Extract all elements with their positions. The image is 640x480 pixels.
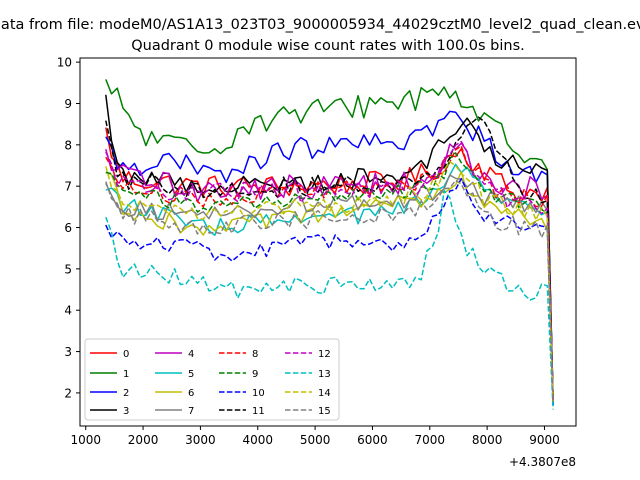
figure-suptitle: Data from file: modeM0/AS1A13_023T03_900… [0, 17, 640, 33]
series-line-2 [105, 110, 554, 402]
legend-frame [84, 338, 340, 421]
legend-label-15: 15 [318, 406, 331, 417]
y-tick-label: 7 [64, 180, 72, 194]
legend-label-0: 0 [123, 349, 129, 360]
legend-label-2: 2 [123, 388, 129, 399]
series-line-15 [105, 179, 554, 402]
legend-label-9: 9 [252, 369, 258, 380]
legend-label-1: 1 [123, 369, 129, 380]
x-tick-label: 9000 [529, 433, 560, 447]
series-layer [105, 79, 554, 410]
legend-label-11: 11 [252, 406, 265, 417]
y-tick-label: 10 [57, 56, 72, 70]
legend-label-13: 13 [318, 369, 331, 380]
legend-label-7: 7 [188, 406, 194, 417]
series-line-10 [105, 177, 554, 406]
x-tick-label: 7000 [415, 433, 446, 447]
y-tick-label: 2 [64, 386, 72, 400]
legend-label-6: 6 [188, 388, 194, 399]
y-tick-label: 9 [64, 97, 72, 111]
series-line-7 [105, 174, 554, 402]
y-tick-label: 8 [64, 138, 72, 152]
series-line-14 [105, 161, 554, 402]
series-line-9 [105, 152, 554, 402]
legend-label-3: 3 [123, 406, 129, 417]
axes-frame [79, 57, 577, 427]
x-tick-label: 2000 [128, 433, 159, 447]
chart-title: Quadrant 0 module wise count rates with … [131, 38, 525, 54]
series-line-5 [105, 163, 554, 406]
y-tick-label: 4 [64, 304, 72, 318]
series-line-1 [105, 79, 554, 402]
x-tick-label: 6000 [357, 433, 388, 447]
legend-label-14: 14 [318, 388, 331, 399]
legend-label-8: 8 [252, 349, 258, 360]
y-tick-label: 3 [64, 345, 72, 359]
y-tick-label: 6 [64, 221, 72, 235]
legend-label-5: 5 [188, 369, 194, 380]
series-line-12 [105, 140, 554, 402]
legend-label-4: 4 [188, 349, 194, 360]
x-tick-label: 8000 [472, 433, 503, 447]
legend-label-10: 10 [252, 388, 265, 399]
legend-label-12: 12 [318, 349, 331, 360]
x-tick-label: 3000 [185, 433, 216, 447]
x-tick-label: 5000 [300, 433, 331, 447]
x-tick-label: 4000 [242, 433, 273, 447]
x-tick-label: 1000 [70, 433, 101, 447]
series-line-11 [105, 116, 554, 402]
x-offset-label: +4.3807e8 [509, 455, 576, 469]
y-tick-label: 5 [64, 262, 72, 276]
tick-layer: 1000 2000 3000 4000 5000 6000 7000 8000 9000 2 3 4 5… [57, 56, 560, 447]
series-line-13 [105, 189, 554, 410]
